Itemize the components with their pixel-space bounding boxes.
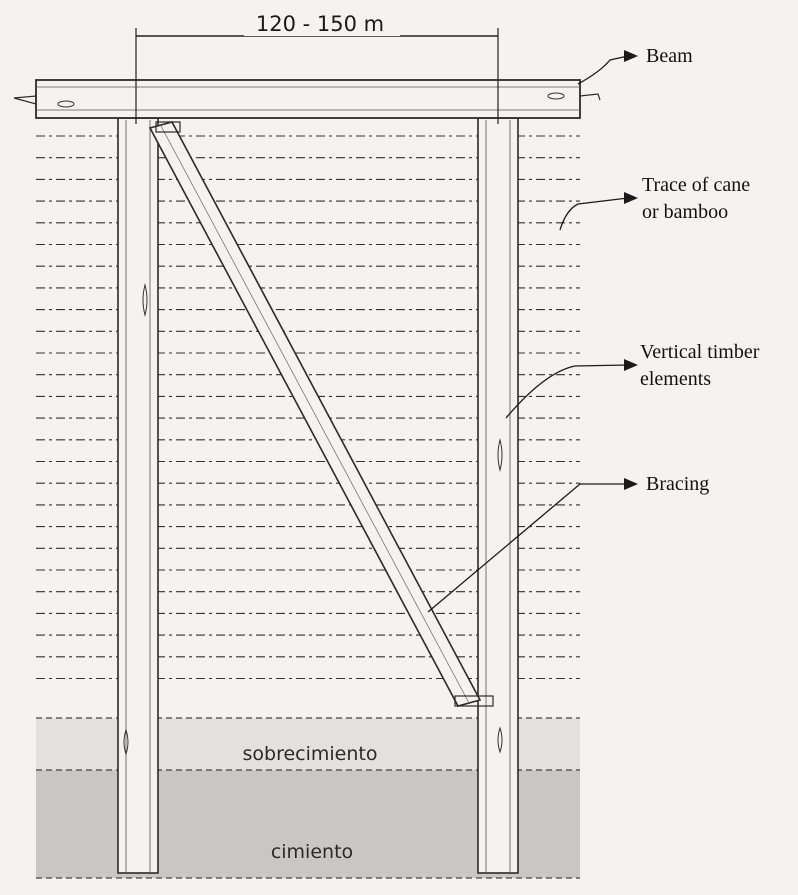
vertical-label-line2: elements [640,368,711,390]
bracing-leader [427,483,628,613]
cimiento-label: cimiento [271,841,353,863]
left-vertical-post [117,117,159,874]
sobrecimiento-label: sobrecimiento [243,743,378,765]
dimension-line [135,8,499,124]
vertical-arrowhead [624,359,638,371]
cane-label-line1: Trace of cane [642,174,750,196]
vertical-leader [505,364,629,419]
diagonal-bracing [148,121,494,707]
beam-leader [577,55,629,85]
cane-leader [559,197,629,231]
bracing-arrowhead [624,478,638,490]
callout-arrowheads [624,50,638,490]
bracing-label: Bracing [646,473,709,495]
cane-label-line2: or bamboo [642,201,728,223]
callout-leaders [427,55,629,613]
vertical-label-line1: Vertical timber [640,341,760,363]
top-beam [13,79,601,119]
right-vertical-post [477,117,519,874]
cane-arrowhead [624,192,638,204]
beam-arrowhead [624,50,638,62]
beam-label: Beam [646,45,693,67]
dimension-label: 120 - 150 m [256,12,384,36]
